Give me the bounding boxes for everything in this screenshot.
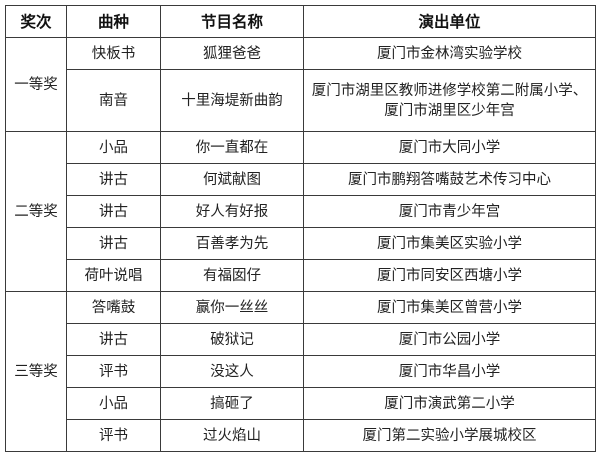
title-cell: 好人有好报 <box>160 195 304 228</box>
genre-cell: 快板书 <box>66 37 161 70</box>
genre-cell: 讲古 <box>66 163 161 196</box>
header-unit: 演出单位 <box>303 5 596 38</box>
table-row: 讲古 破狱记 厦门市公园小学 <box>6 323 596 356</box>
table-row: 评书 没这人 厦门市华昌小学 <box>6 355 596 388</box>
unit-cell: 厦门第二实验小学展城校区 <box>303 419 596 452</box>
unit-cell: 厦门市鹏翔答嘴鼓艺术传习中心 <box>303 163 596 196</box>
unit-cell: 厦门市大同小学 <box>303 131 596 164</box>
table-row: 讲古 何斌献图 厦门市鹏翔答嘴鼓艺术传习中心 <box>6 163 596 196</box>
unit-cell: 厦门市公园小学 <box>303 323 596 356</box>
table-row: 南音 十里海堤新曲韵 厦门市湖里区教师进修学校第二附属小学、厦门市湖里区少年宫 <box>6 69 596 132</box>
unit-cell: 厦门市青少年宫 <box>303 195 596 228</box>
header-award: 奖次 <box>5 5 67 38</box>
unit-cell: 厦门市金林湾实验学校 <box>303 37 596 70</box>
table-row: 三等奖 答嘴鼓 赢你一丝丝 厦门市集美区曾营小学 <box>5 291 596 452</box>
genre-cell: 小品 <box>66 131 161 164</box>
genre-cell: 南音 <box>66 69 161 132</box>
title-cell: 十里海堤新曲韵 <box>160 69 304 132</box>
awards-table: 奖次 曲种 节目名称 演出单位 一等奖 快板书 狐狸爸爸 厦门市金林湾实验学校 南音 十里… <box>5 5 596 452</box>
genre-cell: 小品 <box>66 387 161 420</box>
title-cell: 你一直都在 <box>160 131 304 164</box>
title-cell: 搞砸了 <box>160 387 304 420</box>
unit-cell: 厦门市演武第二小学 <box>303 387 596 420</box>
header-title: 节目名称 <box>160 5 304 38</box>
header-genre: 曲种 <box>66 5 161 38</box>
title-cell: 何斌献图 <box>160 163 304 196</box>
genre-cell: 评书 <box>66 419 161 452</box>
award-level-cell: 二等奖 <box>5 131 67 292</box>
genre-cell: 荷叶说唱 <box>66 259 161 292</box>
unit-cell: 厦门市湖里区教师进修学校第二附属小学、厦门市湖里区少年宫 <box>303 69 596 132</box>
genre-cell: 评书 <box>66 355 161 388</box>
unit-cell: 厦门市集美区曾营小学 <box>303 291 596 324</box>
table-row: 讲古 百善孝为先 厦门市集美区实验小学 <box>6 227 596 260</box>
unit-cell: 厦门市同安区西塘小学 <box>303 259 596 292</box>
table-row: 讲古 好人有好报 厦门市青少年宫 <box>6 195 596 228</box>
title-cell: 赢你一丝丝 <box>160 291 304 324</box>
title-cell: 百善孝为先 <box>160 227 304 260</box>
header-row: 奖次 曲种 节目名称 演出单位 <box>5 5 596 38</box>
genre-cell: 讲古 <box>66 195 161 228</box>
unit-cell: 厦门市集美区实验小学 <box>303 227 596 260</box>
award-level-cell: 三等奖 <box>5 291 67 452</box>
title-cell: 狐狸爸爸 <box>160 37 304 70</box>
table-row: 评书 过火焰山 厦门第二实验小学展城校区 <box>6 419 596 452</box>
table-row: 一等奖 快板书 狐狸爸爸 厦门市金林湾实验学校 <box>5 37 596 132</box>
genre-cell: 讲古 <box>66 323 161 356</box>
title-cell: 过火焰山 <box>160 419 304 452</box>
award-level-cell: 一等奖 <box>5 37 67 132</box>
table-row: 荷叶说唱 有福囡仔 厦门市同安区西塘小学 <box>6 259 596 292</box>
table-row: 二等奖 小品 你一直都在 厦门市大同小学 <box>5 131 596 292</box>
unit-cell: 厦门市华昌小学 <box>303 355 596 388</box>
title-cell: 有福囡仔 <box>160 259 304 292</box>
genre-cell: 讲古 <box>66 227 161 260</box>
title-cell: 没这人 <box>160 355 304 388</box>
table-row: 小品 搞砸了 厦门市演武第二小学 <box>6 387 596 420</box>
title-cell: 破狱记 <box>160 323 304 356</box>
genre-cell: 答嘴鼓 <box>66 291 161 324</box>
